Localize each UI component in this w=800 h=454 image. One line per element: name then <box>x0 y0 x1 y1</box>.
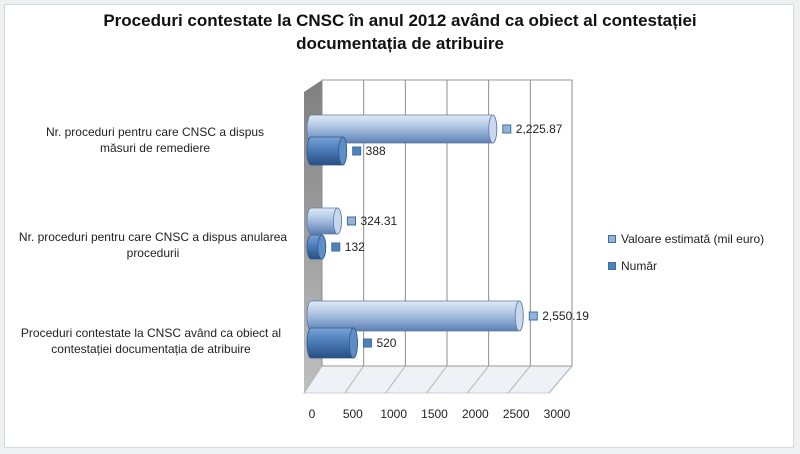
category-label-documentatie: Proceduri contestate la CNSC având ca ob… <box>20 326 282 356</box>
legend-label-valoare: Valoare estimată (mil euro) <box>621 232 765 246</box>
bar-cap-valoare-documentatie <box>514 300 524 332</box>
x-tick-label-1500: 1500 <box>421 407 448 421</box>
legend-swatch-valoare <box>608 235 616 243</box>
legend-swatch-numar <box>608 262 616 270</box>
data-label-swatch-valoare-remediere <box>502 124 512 134</box>
x-tick-label-1000: 1000 <box>380 407 407 421</box>
bar-cap-numar-documentatie <box>349 327 358 359</box>
x-tick-label-0: 0 <box>309 407 316 421</box>
floor-gridline-1000 <box>385 365 406 394</box>
bar-cap-valoare-anulare <box>333 207 342 235</box>
bar-numar-documentatie <box>306 327 358 359</box>
bar-body-valoare-documentatie <box>306 300 524 332</box>
floor-gridline-2000 <box>466 365 490 394</box>
chart-title: Proceduri contestate la CNSC în anul 201… <box>60 9 740 55</box>
data-label-valoare-remediere: 2,225.87 <box>516 122 563 136</box>
data-label-numar-anulare: 132 <box>345 240 365 254</box>
floor-gridline-3000 <box>548 365 573 394</box>
x-tick-label-3000: 3000 <box>544 407 571 421</box>
floor-gridline-2500 <box>507 365 531 394</box>
category-label-anulare: Nr. proceduri pentru care CNSC a dispus … <box>18 230 288 260</box>
bar-valoare-documentatie <box>306 300 524 332</box>
data-label-numar-documentatie: 520 <box>376 336 396 350</box>
legend-label-numar: Număr <box>621 259 658 273</box>
bar-valoare-anulare <box>306 207 342 235</box>
bar-numar-remediere <box>306 136 348 166</box>
data-label-numar-remediere: 388 <box>366 144 386 158</box>
x-tick-label-500: 500 <box>343 407 363 421</box>
floor-gridline-0 <box>303 365 323 394</box>
floor-gridline-500 <box>344 365 365 394</box>
data-label-swatch-numar-remediere <box>352 146 362 156</box>
bar-cap-valoare-remediere <box>488 114 498 144</box>
data-label-swatch-valoare-anulare <box>346 216 356 226</box>
x-tick-label-2500: 2500 <box>503 407 530 421</box>
bar-numar-anulare <box>306 234 327 260</box>
bar-cap-numar-remediere <box>338 136 348 166</box>
data-label-valoare-documentatie: 2,550.19 <box>542 309 589 323</box>
data-label-valoare-anulare: 324.31 <box>360 214 397 228</box>
data-label-swatch-numar-documentatie <box>362 338 372 348</box>
chart-title-line-2: documentația de atribuire <box>296 34 504 53</box>
data-label-swatch-valoare-documentatie <box>528 311 538 321</box>
chart-floor <box>303 365 574 394</box>
category-label-remediere: Nr. proceduri pentru care CNSC a dispus m… <box>45 125 265 155</box>
bar-valoare-remediere <box>306 114 498 144</box>
floor-gridline-1500 <box>426 365 448 394</box>
bar-cap-numar-anulare <box>317 234 327 260</box>
x-tick-label-2000: 2000 <box>462 407 489 421</box>
data-label-swatch-numar-anulare <box>331 242 341 252</box>
chart-title-line-1: Proceduri contestate la CNSC în anul 201… <box>103 11 697 30</box>
